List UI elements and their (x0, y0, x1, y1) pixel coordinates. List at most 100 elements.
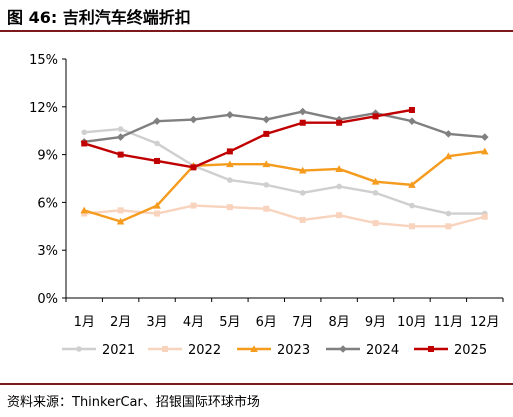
data-point (298, 107, 307, 116)
series-line (84, 110, 485, 144)
x-tick-label: 10月 (397, 315, 427, 330)
x-tick-label: 3月 (146, 315, 167, 330)
data-point (262, 115, 271, 124)
data-point (372, 220, 379, 227)
legend-item: 2023 (237, 343, 310, 358)
data-point (372, 113, 379, 120)
legend-label: 2024 (366, 343, 399, 358)
legend: 2021 2022 2023 2024 2025 (62, 343, 487, 358)
legend-label: 2022 (188, 343, 221, 358)
series-line (84, 204, 486, 228)
data-point (81, 140, 88, 147)
legend-label: 2025 (454, 343, 487, 358)
chart-title: 图 46: 吉利汽车终端折扣 (7, 8, 191, 27)
data-point (408, 117, 416, 125)
data-point (409, 202, 415, 209)
data-point (153, 201, 161, 209)
chart-axes: 0% 3% 6% 9% 12% 15% 1月 2月 3月 4月 5月 6月 7月 8月 9月 10月 11月 12… (29, 53, 504, 330)
legend-item: 2024 (326, 343, 399, 358)
data-point (116, 133, 125, 141)
data-point (81, 129, 88, 136)
series-line (84, 127, 485, 215)
series-2024 (80, 107, 489, 146)
data-point (190, 202, 197, 209)
series-2021 (81, 126, 488, 217)
data-point (336, 119, 343, 126)
data-point (408, 106, 415, 113)
legend-swatch-marker (428, 346, 434, 352)
x-tick-label: 8月 (328, 315, 349, 330)
data-point (371, 177, 380, 185)
y-tick-label: 6% (37, 196, 58, 211)
data-point (117, 151, 124, 158)
data-point (408, 181, 416, 188)
data-point (444, 152, 453, 160)
data-point (299, 216, 306, 223)
data-point (226, 110, 234, 119)
y-tick-label: 12% (29, 101, 58, 116)
x-tick-label: 9月 (365, 315, 386, 330)
data-point (263, 182, 270, 188)
legend-label: 2023 (277, 343, 310, 358)
data-point (408, 223, 415, 230)
data-point (336, 183, 342, 190)
legend-item: 2022 (148, 343, 221, 358)
series-line (83, 108, 413, 169)
series-2025 (81, 106, 415, 171)
x-tick-label: 11月 (434, 315, 464, 330)
legend-swatch-marker (339, 345, 347, 353)
y-tick-label: 0% (37, 292, 58, 307)
y-tick-label: 3% (37, 244, 58, 259)
x-tick-label: 12月 (470, 315, 500, 330)
data-point (444, 130, 453, 138)
legend-swatch-marker (76, 346, 82, 352)
series-line (83, 150, 485, 223)
data-point (372, 190, 379, 196)
data-point (226, 160, 234, 168)
data-point (81, 210, 88, 217)
data-point (263, 205, 270, 212)
data-point (80, 206, 89, 214)
data-point (445, 223, 452, 230)
data-point (263, 130, 270, 137)
x-tick-label: 5月 (219, 315, 240, 330)
legend-swatch-marker (250, 345, 258, 352)
x-tick-label: 6月 (256, 315, 277, 330)
y-tick-label: 15% (29, 53, 58, 68)
series-2022 (81, 202, 488, 230)
y-tick-label: 9% (37, 149, 58, 164)
data-point (154, 157, 161, 164)
x-tick-label: 1月 (74, 315, 95, 330)
data-point (226, 204, 233, 211)
data-point (299, 190, 306, 196)
data-point (480, 147, 489, 155)
x-tick-label: 4月 (183, 315, 204, 330)
data-point (117, 207, 124, 214)
source-note: 资料来源：ThinkerCar、招银国际环球市场 (7, 395, 260, 410)
data-point (190, 164, 197, 171)
data-point (336, 212, 343, 219)
series-layer (80, 106, 489, 230)
title-divider (0, 30, 513, 32)
data-point (299, 119, 306, 126)
data-point (116, 217, 125, 225)
legend-item: 2021 (62, 343, 135, 358)
legend-label: 2021 (102, 343, 135, 358)
x-tick-label: 2月 (110, 315, 131, 330)
series-2023 (80, 147, 489, 225)
data-point (189, 115, 198, 124)
data-point (480, 133, 489, 141)
data-point (154, 140, 160, 147)
legend-item: 2025 (414, 343, 487, 358)
data-point (153, 117, 161, 125)
source-divider (0, 383, 513, 385)
x-tick-label: 7月 (292, 315, 313, 330)
data-point (335, 165, 343, 172)
data-point (481, 213, 488, 220)
data-point (117, 126, 124, 132)
data-point (226, 148, 233, 155)
data-point (445, 210, 452, 217)
data-point (154, 210, 161, 217)
data-point (227, 177, 233, 183)
data-point (298, 166, 307, 174)
